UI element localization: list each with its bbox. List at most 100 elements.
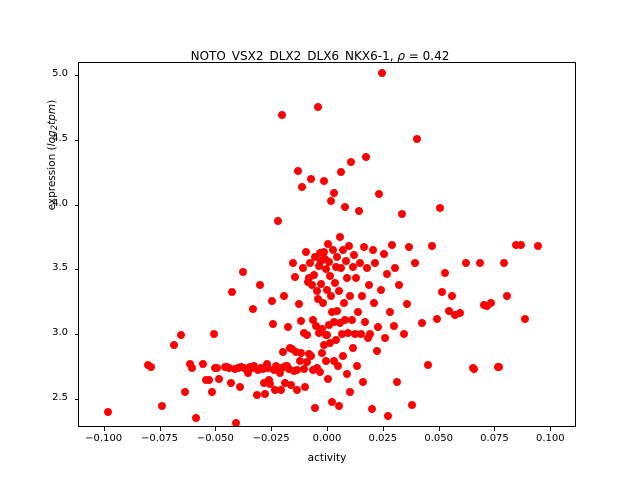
- scatter-point: [354, 206, 363, 215]
- scatter-point: [405, 243, 414, 252]
- scatter-point: [298, 263, 307, 272]
- scatter-point: [324, 375, 332, 384]
- scatter-point: [334, 287, 343, 296]
- y-tick-label: 3.0: [52, 327, 68, 339]
- scatter-point: [301, 383, 309, 392]
- scatter-point: [470, 364, 479, 373]
- scatter-point: [310, 270, 319, 279]
- scatter-point: [295, 300, 304, 309]
- scatter-point: [294, 166, 303, 175]
- scatter-point: [368, 245, 377, 254]
- scatter-point: [301, 247, 310, 256]
- scatter-point: [180, 387, 189, 396]
- scatter-point: [384, 411, 393, 420]
- scatter-point: [324, 320, 333, 329]
- scatter-point: [318, 324, 327, 333]
- scatter-point: [284, 323, 293, 332]
- scatter-point: [382, 270, 391, 279]
- scatter-point: [351, 329, 360, 338]
- scatter-point: [353, 307, 362, 316]
- rho-value-text: = 0.42: [404, 49, 450, 63]
- scatter-point: [342, 257, 351, 266]
- scatter-point: [361, 152, 370, 161]
- scatter-point: [204, 375, 213, 384]
- scatter-point: [316, 368, 325, 377]
- scatter-point: [475, 258, 484, 267]
- scatter-point: [321, 356, 330, 365]
- scatter-point: [329, 356, 338, 365]
- scatter-point: [375, 190, 384, 199]
- scatter-point: [275, 369, 284, 377]
- scatter-point: [435, 203, 444, 212]
- scatter-point: [170, 340, 179, 349]
- scatter-point: [381, 333, 390, 342]
- scatter-point: [389, 322, 398, 331]
- scatter-point: [348, 262, 357, 271]
- scatter-point: [494, 363, 503, 372]
- scatter-point: [209, 329, 218, 338]
- scatter-point: [279, 291, 288, 300]
- scatter-point: [293, 385, 302, 394]
- scatter-point: [330, 188, 339, 197]
- scatter-point: [270, 386, 279, 395]
- scatter-point: [321, 255, 330, 264]
- scatter-point: [319, 299, 328, 308]
- scatter-point: [487, 299, 496, 308]
- scatter-point: [327, 292, 336, 301]
- scatter-point: [319, 341, 328, 350]
- scatter-point: [312, 364, 321, 373]
- scatter-point: [356, 329, 365, 338]
- scatter-point: [232, 419, 241, 426]
- scatter-point: [344, 328, 353, 337]
- scatter-point: [502, 292, 511, 301]
- scatter-point: [533, 241, 542, 250]
- scatter-point: [347, 315, 356, 324]
- scatter-point: [227, 288, 236, 297]
- y-tick-label: 4.5: [52, 133, 68, 145]
- scatter-point: [157, 401, 166, 410]
- scatter-point: [326, 272, 335, 281]
- scatter-point: [516, 240, 525, 249]
- y-tick-label: 2.5: [52, 391, 68, 403]
- scatter-point: [291, 347, 300, 356]
- scatter-point: [332, 336, 341, 345]
- scatter-point: [286, 381, 295, 390]
- scatter-point: [332, 306, 341, 315]
- scatter-point: [302, 358, 311, 367]
- scatter-point: [391, 263, 400, 272]
- scatter-point: [325, 258, 334, 266]
- scatter-point: [324, 239, 333, 248]
- y-tick: [74, 204, 78, 206]
- scatter-point: [260, 378, 269, 387]
- y-tick-label: 5.0: [52, 68, 68, 80]
- scatter-point: [511, 240, 520, 249]
- x-tick: [382, 427, 384, 431]
- scatter-point: [427, 241, 436, 250]
- scatter-point: [334, 401, 343, 410]
- scatter-point: [395, 280, 404, 289]
- x-tick-label: 0.100: [535, 433, 565, 444]
- x-tick: [494, 427, 496, 431]
- y-tick: [74, 398, 78, 400]
- scatter-point: [328, 246, 337, 255]
- scatter-point: [347, 157, 356, 166]
- y-tick: [74, 334, 78, 336]
- scatter-point: [278, 348, 287, 357]
- scatter-point: [337, 168, 346, 177]
- scatter-point: [343, 274, 352, 283]
- scatter-point: [336, 263, 345, 272]
- scatter-point: [313, 287, 322, 296]
- scatter-point: [340, 299, 349, 308]
- scatter-point: [306, 174, 315, 183]
- scatter-point: [393, 377, 402, 386]
- scatter-point: [333, 362, 342, 371]
- x-tick: [327, 427, 328, 431]
- x-axis-label: activity: [307, 452, 347, 464]
- y-axis-label-base: 2: [50, 124, 61, 131]
- scatter-point: [191, 414, 200, 423]
- scatter-point: [243, 368, 252, 377]
- y-tick: [74, 140, 78, 142]
- scatter-point: [352, 274, 361, 283]
- scatter-point: [328, 307, 337, 316]
- scatter-point: [441, 268, 450, 277]
